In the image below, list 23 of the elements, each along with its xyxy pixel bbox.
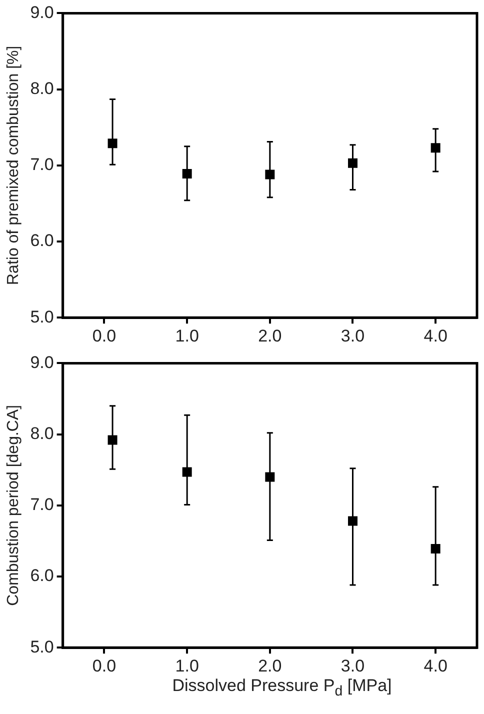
x-tick-label: 4.0 [424,326,448,346]
y-tick-label: 8.0 [30,78,54,98]
x-tick-label: 2.0 [258,326,282,346]
x-tick-label: 0.0 [92,656,116,676]
x-tick-label: 4.0 [424,656,448,676]
y-tick-label: 9.0 [30,2,54,22]
x-tick-label: 3.0 [340,326,365,346]
y-tick-label: 5.0 [30,307,54,326]
y-tick-label: 7.0 [30,495,54,514]
x-tick-label: 1.0 [175,656,199,676]
y-axis-title: Ratio of premixed combustion [%] [5,46,22,286]
x-axis-title: Dissolved Pressure P$_{d}$ [MPa] [171,676,393,700]
x-tick-label: 1.0 [175,326,199,346]
x-tick-label: 0.0 [92,326,116,346]
y-axis-title: Combustion period [deg.CA] [5,404,22,606]
y-tick-label: 5.0 [30,637,54,656]
y-tick-label: 9.0 [30,352,54,372]
y-tick-label: 7.0 [30,155,54,174]
y-tick-label: 8.0 [30,424,54,443]
x-tick-label: 2.0 [258,656,282,676]
y-tick-label: 6.0 [30,231,54,250]
x-tick-label: 3.0 [340,656,365,676]
y-tick-label: 6.0 [30,566,54,586]
